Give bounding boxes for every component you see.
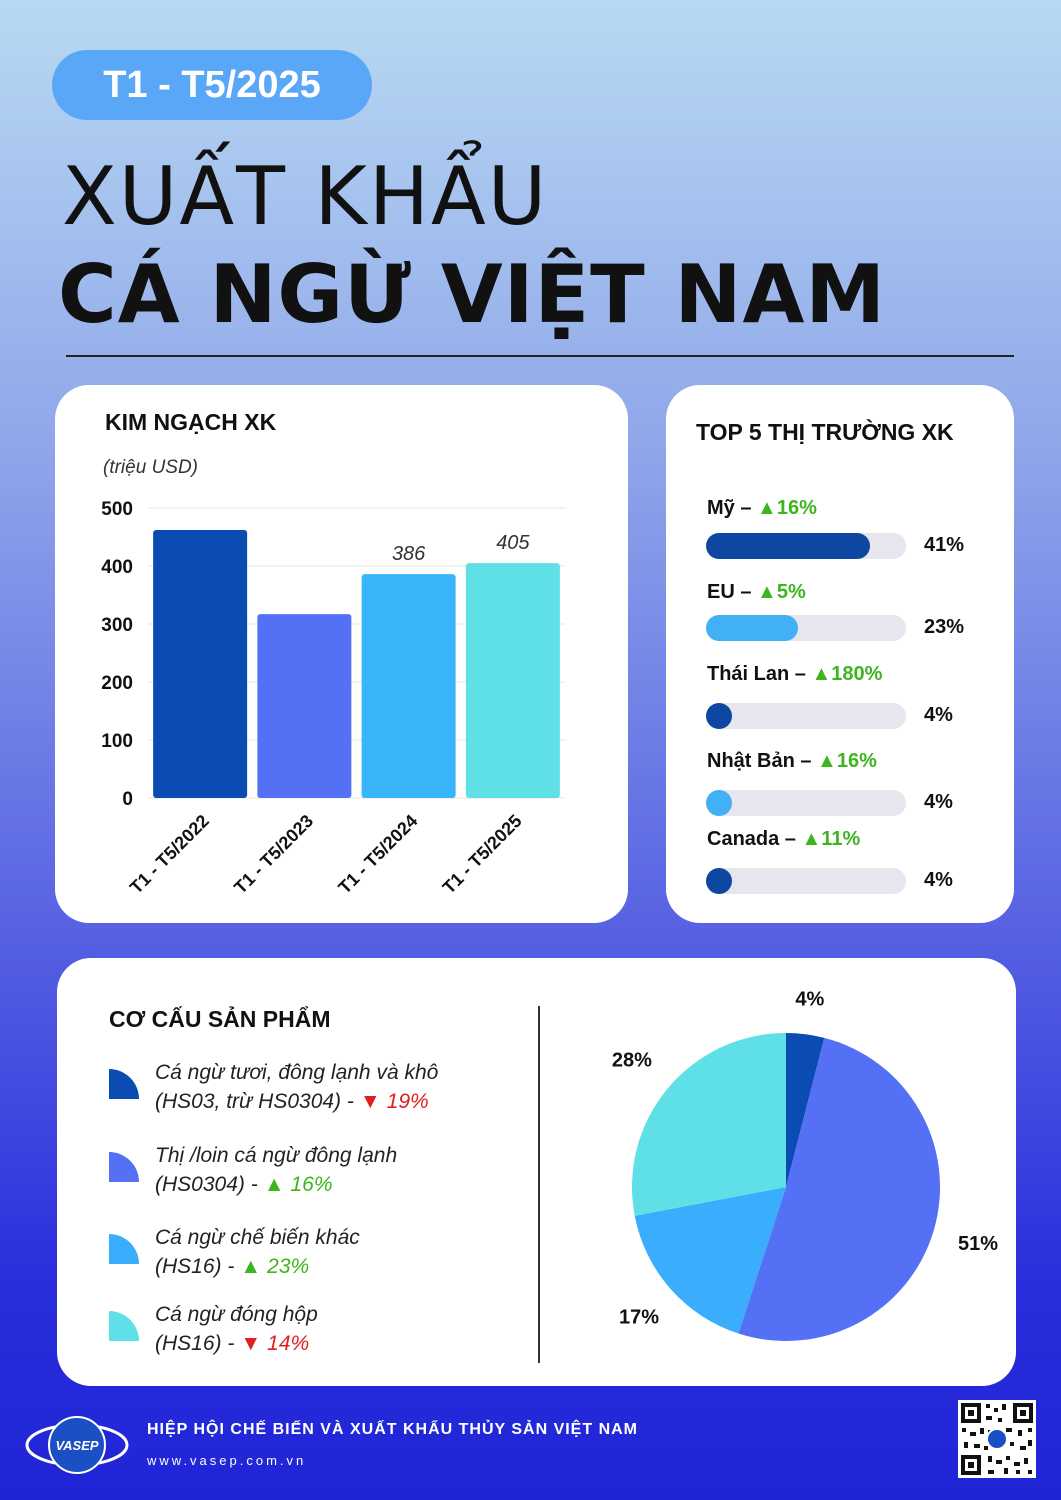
market-share-percent: 41%	[924, 534, 965, 556]
market-change: ▲5%	[757, 581, 806, 603]
structure-title: CƠ CẤU SẢN PHẨM	[109, 1006, 331, 1032]
x-tick-label: T1 - T5/2024	[334, 811, 421, 898]
bar	[361, 574, 456, 798]
pie-slice-label: 51%	[958, 1233, 998, 1255]
market-share-fill	[706, 703, 732, 729]
market-share-bar	[706, 703, 906, 729]
card-divider	[538, 1006, 540, 1363]
footer-org-name: HIỆP HỘI CHẾ BIẾN VÀ XUẤT KHẨU THỦY SẢN …	[147, 1421, 639, 1438]
market-name: Nhật Bản	[707, 750, 795, 772]
legend-line2: (HS03, trừ HS0304) - ▼ 19%	[155, 1087, 438, 1116]
market-label: Nhật Bản – ▲16%	[707, 750, 877, 772]
y-tick-label: 500	[101, 499, 133, 520]
legend-code: (HS03, trừ HS0304) -	[155, 1090, 354, 1113]
bar	[153, 530, 248, 798]
bar-chart-title: KIM NGẠCH XK	[105, 409, 277, 435]
market-name: Canada	[707, 828, 780, 850]
legend-line1: Cá ngừ chế biến khác	[155, 1226, 360, 1249]
pie-slice	[632, 1033, 786, 1216]
legend-code: (HS16) -	[155, 1332, 235, 1355]
market-name: Thái Lan	[707, 663, 790, 685]
market-change: ▲11%	[801, 828, 861, 850]
legend-code: (HS0304) -	[155, 1173, 258, 1196]
market-share-percent: 4%	[924, 791, 953, 813]
quarter-circle-swatch-icon	[109, 1311, 139, 1341]
y-tick-label: 100	[101, 731, 133, 752]
bar-data-label: 405	[496, 532, 530, 554]
quarter-circle-swatch-icon	[109, 1069, 139, 1099]
bar	[465, 563, 560, 798]
market-share-percent: 23%	[924, 616, 965, 638]
pie-slice	[786, 1033, 825, 1187]
pie-slice	[634, 1187, 786, 1334]
y-tick-label: 200	[101, 673, 133, 694]
quarter-circle-swatch-icon	[109, 1234, 139, 1264]
y-tick-label: 300	[101, 615, 133, 636]
legend-code: (HS16) -	[155, 1255, 235, 1278]
x-tick-label: T1 - T5/2023	[230, 811, 317, 898]
title-line-2: CÁ NGỪ VIỆT NAM	[58, 248, 887, 341]
legend-line1: Thị /loin cá ngừ đông lạnh	[155, 1144, 398, 1167]
legend-line1: Cá ngừ tươi, đông lạnh và khô	[155, 1061, 439, 1084]
pie-slice	[738, 1037, 941, 1341]
triangle-down-icon: ▼	[359, 1090, 381, 1113]
vasep-logo-text: VASEP	[55, 1438, 98, 1453]
market-change: ▲16%	[757, 497, 817, 519]
legend-change: 16%	[290, 1173, 333, 1196]
market-share-bar	[706, 615, 906, 641]
market-share-fill	[706, 868, 732, 894]
footer-url[interactable]: www.vasep.com.vn	[147, 1453, 307, 1468]
legend-line2: (HS16) - ▼ 14%	[155, 1329, 318, 1358]
legend-line1: Cá ngừ đóng hộp	[155, 1303, 318, 1326]
triangle-up-icon: ▲	[240, 1255, 262, 1278]
market-share-bar	[706, 533, 906, 559]
legend-change: 19%	[386, 1090, 429, 1113]
legend-change: 23%	[267, 1255, 310, 1278]
market-label: EU – ▲5%	[707, 581, 806, 603]
market-name: Mỹ	[707, 497, 735, 519]
market-share-fill	[706, 790, 732, 816]
qr-code-icon	[958, 1400, 1036, 1478]
market-share-percent: 4%	[924, 704, 953, 726]
market-share-percent: 4%	[924, 869, 953, 891]
triangle-down-icon: ▼	[240, 1332, 262, 1355]
export-value-card: KIM NGẠCH XK (triệu USD) 0 100 200 300 400 50…	[55, 385, 628, 923]
bar	[257, 614, 352, 798]
product-structure-card: CƠ CẤU SẢN PHẨM Cá ngừ tươi, đông lạnh v…	[57, 958, 1016, 1386]
pie-slice-label: 17%	[619, 1307, 659, 1329]
market-share-fill	[706, 533, 870, 559]
legend-change: 14%	[267, 1332, 310, 1355]
top5-markets-card: TOP 5 THỊ TRƯỜNG XK Mỹ – ▲16% 41% EU – ▲5%…	[666, 385, 1014, 923]
y-tick-label: 0	[122, 789, 133, 810]
market-share-bar	[706, 790, 906, 816]
triangle-up-icon: ▲	[263, 1173, 285, 1196]
market-label: Canada – ▲11%	[707, 828, 861, 850]
market-share-fill	[706, 615, 798, 641]
pie-slice-label: 4%	[795, 988, 824, 1010]
market-share-bar	[706, 868, 906, 894]
title-line-1: XUẤT KHẨU	[62, 150, 549, 243]
pie-chart: 4% 51% 17% 28%	[612, 988, 998, 1341]
quarter-circle-swatch-icon	[109, 1152, 139, 1182]
vasep-logo: VASEP	[25, 1416, 129, 1474]
legend-line2: (HS16) - ▲ 23%	[155, 1252, 360, 1281]
period-badge: T1 - T5/2025	[52, 50, 372, 120]
bar-chart-unit: (triệu USD)	[103, 457, 199, 478]
title-divider	[66, 355, 1014, 357]
market-label: Thái Lan – ▲180%	[707, 663, 883, 685]
market-change: ▲180%	[811, 663, 883, 685]
bar-chart: 0 100 200 300 400 500 T1 - T5/2022 T1 - T5/2023…	[101, 499, 565, 898]
y-tick-label: 400	[101, 557, 133, 578]
legend-line2: (HS0304) - ▲ 16%	[155, 1170, 397, 1199]
market-label: Mỹ – ▲16%	[707, 497, 817, 519]
x-tick-label: T1 - T5/2025	[439, 811, 526, 898]
pie-slice-label: 28%	[612, 1050, 652, 1072]
market-name: EU	[707, 581, 735, 603]
top5-title: TOP 5 THỊ TRƯỜNG XK	[696, 419, 954, 445]
x-tick-label: T1 - T5/2022	[126, 811, 213, 898]
market-change: ▲16%	[817, 750, 877, 772]
bar-data-label: 386	[392, 543, 426, 565]
